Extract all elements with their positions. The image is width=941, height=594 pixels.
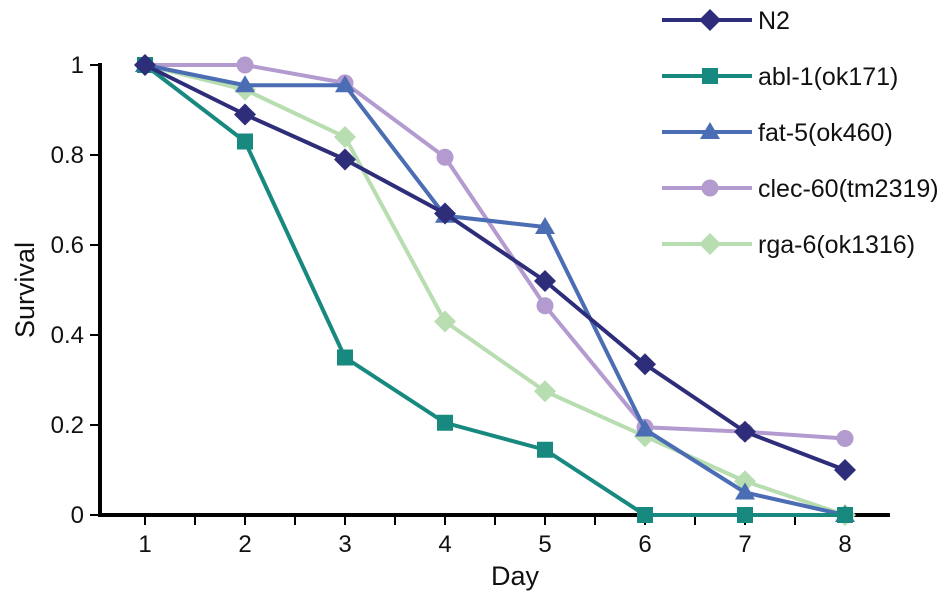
data-point (434, 310, 456, 333)
series-line (144, 63, 846, 517)
data-point (436, 148, 454, 166)
y-tick-label: 0.4 (51, 322, 84, 349)
legend-item: clec-60(tm2319) (662, 175, 939, 203)
legend-item: rga-6(ok1316) (662, 231, 915, 259)
data-point (635, 419, 655, 437)
legend-marker (700, 122, 720, 139)
legend-marker (699, 9, 721, 31)
series-line (143, 63, 845, 517)
series-1 (134, 54, 856, 481)
legend-marker (701, 179, 719, 197)
data-point (334, 148, 356, 171)
y-tick-label: 0.6 (51, 232, 84, 259)
series-layer (134, 54, 856, 526)
data-point (234, 103, 256, 126)
data-point (134, 54, 156, 76)
legend-item: N2 (662, 7, 790, 35)
data-point (634, 353, 656, 376)
series-2 (137, 57, 853, 523)
data-point (237, 133, 253, 150)
x-tick-label: 6 (638, 531, 651, 558)
data-point (437, 414, 453, 431)
x-tick-label: 8 (838, 531, 851, 558)
data-point (637, 507, 653, 523)
data-point (335, 75, 355, 93)
legend-marker (699, 233, 721, 255)
data-point (535, 217, 555, 234)
x-axis-title: Day (491, 561, 540, 591)
legend-label: clec-60(tm2319) (758, 175, 939, 203)
series-3 (135, 55, 855, 522)
series-line (144, 63, 846, 472)
series-line (145, 63, 846, 441)
data-point (534, 380, 556, 403)
x-tick-label: 2 (238, 531, 251, 558)
data-point (837, 507, 853, 523)
data-point (434, 202, 456, 225)
x-tick-label: 7 (738, 531, 751, 558)
data-point (737, 507, 753, 523)
y-tick-label: 0.8 (51, 142, 84, 169)
x-tick-label: 1 (138, 531, 151, 558)
x-tick-label: 3 (338, 531, 351, 558)
legend: N2 abl-1(ok171) fat-5(ok460) clec-60(tm2319… (662, 7, 939, 259)
series-line (144, 63, 846, 517)
data-point (836, 430, 854, 447)
data-point (537, 441, 553, 458)
data-point (337, 349, 353, 366)
legend-label: rga-6(ok1316) (758, 231, 915, 259)
y-tick-label: 1 (71, 52, 84, 79)
series-5 (134, 54, 856, 526)
data-point (334, 126, 356, 148)
legend-item: fat-5(ok460) (662, 119, 893, 147)
axes: 1 2 3 4 5 6 7 8 0 0.2 0.4 0.6 0.8 1 (51, 52, 890, 558)
data-point (235, 75, 255, 93)
data-point (834, 459, 856, 481)
legend-label: N2 (758, 7, 790, 35)
legend-marker (702, 68, 718, 84)
y-tick-label: 0.2 (51, 412, 84, 439)
legend-label: fat-5(ok460) (758, 119, 893, 147)
y-tick-label: 0 (71, 502, 84, 529)
x-tick-label: 4 (438, 531, 451, 558)
y-axis-title: Survival (10, 242, 40, 338)
data-point (236, 56, 254, 74)
data-point (735, 482, 755, 500)
data-point (536, 297, 554, 315)
legend-item: abl-1(ok171) (662, 63, 898, 91)
data-point (534, 270, 556, 292)
x-tick-label: 5 (538, 531, 551, 558)
data-point (734, 420, 756, 443)
legend-label: abl-1(ok171) (758, 63, 898, 91)
